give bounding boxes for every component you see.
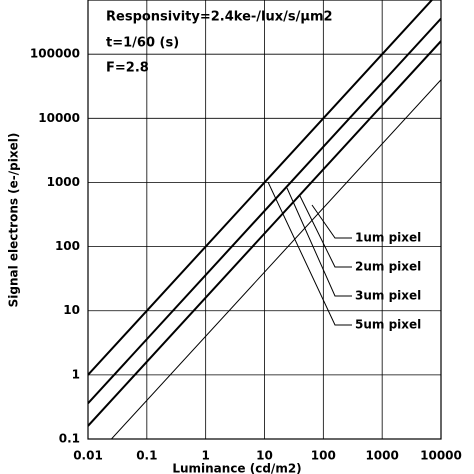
leader-line (267, 181, 352, 326)
x-tick-label: 10000 (420, 449, 462, 463)
annotation: F=2.8 (106, 61, 149, 76)
series-line (88, 40, 441, 427)
x-tick-label: 1 (201, 449, 209, 463)
x-axis-label: Luminance (cd/m2) (172, 462, 301, 474)
x-tick-label: 0.1 (136, 449, 157, 463)
y-tick-label: 100 (55, 239, 80, 253)
plot-frame (87, 0, 442, 440)
series-line (110, 79, 441, 439)
x-tick-label: 0.01 (73, 449, 103, 463)
y-tick-label: 100000 (30, 47, 80, 61)
x-tick-label: 1000 (365, 449, 398, 463)
annotation: t=1/60 (s) (106, 36, 179, 51)
x-tick-label: 100 (311, 449, 336, 463)
y-tick-label: 10 (63, 303, 80, 317)
y-tick-label: 10000 (38, 111, 80, 125)
series-line (88, 0, 434, 376)
series-line (88, 17, 441, 404)
leader-line (311, 204, 352, 239)
legend-label: 2um pixel (355, 260, 421, 274)
x-tick-label: 10 (256, 449, 273, 463)
y-tick-label: 0.1 (59, 432, 80, 446)
y-tick-label: 1000 (47, 175, 80, 189)
y-tick-label: 1 (72, 367, 80, 381)
legend-label: 3um pixel (355, 289, 421, 303)
legend-label: 1um pixel (355, 231, 421, 245)
leader-line (286, 187, 352, 297)
annotation: Responsivity=2.4ke-/lux/s/μm2 (106, 10, 333, 25)
y-axis-label: Signal electrons (e-/pixel) (7, 133, 21, 308)
legend-label: 5um pixel (355, 318, 421, 332)
leader-line (299, 195, 352, 268)
